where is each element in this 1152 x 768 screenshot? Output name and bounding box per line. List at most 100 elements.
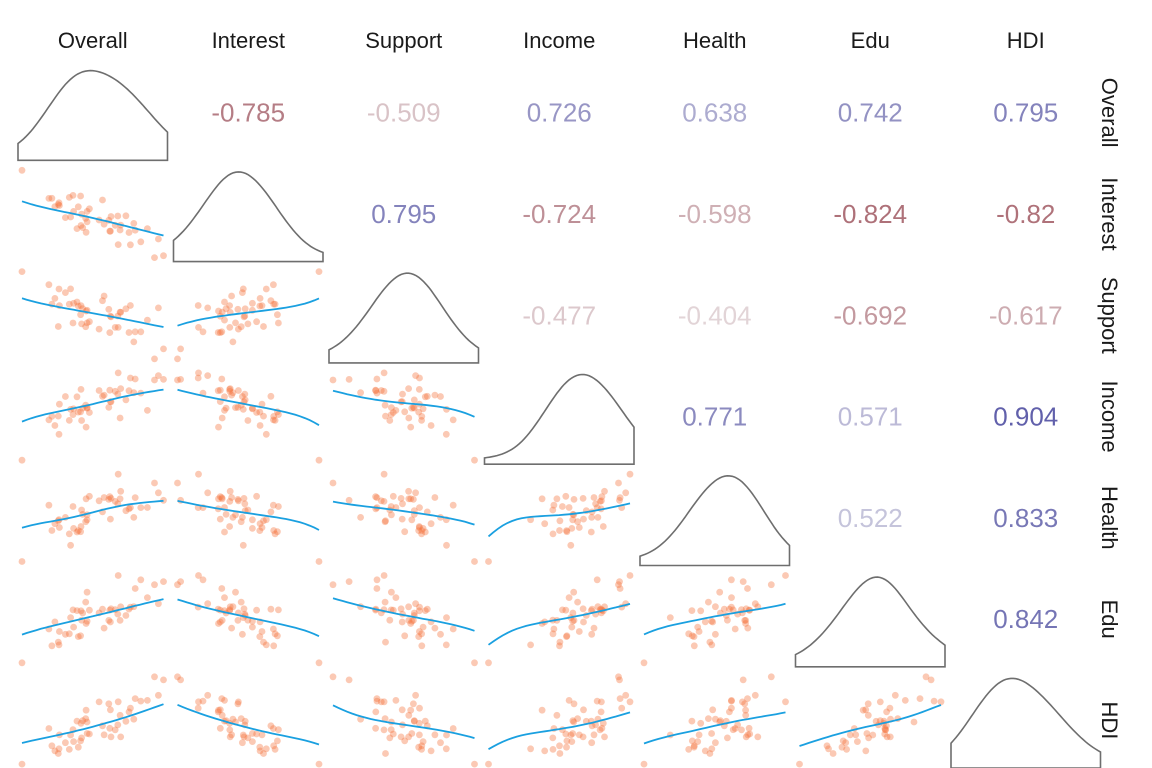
scatter-point [55, 285, 63, 293]
scatter-point [77, 408, 84, 416]
scatter-point [234, 305, 242, 313]
scatter-point [568, 623, 576, 631]
scatter-point [728, 697, 735, 704]
scatter-point [82, 228, 90, 236]
scatter-point [155, 600, 162, 608]
scatter-point [260, 750, 267, 757]
scatter-point [345, 496, 353, 504]
scatter-point [51, 295, 59, 302]
scatter-point [234, 404, 242, 411]
scatter-point [122, 717, 130, 725]
scatter-point [410, 617, 417, 624]
scatter-point [74, 408, 82, 416]
scatter-point [562, 492, 570, 500]
scatter-point [563, 632, 571, 640]
scatter-point [708, 641, 716, 649]
column-labels: Overall Interest Support Income Health Edu HDI [58, 28, 1045, 53]
scatter-point [18, 760, 26, 768]
scatter-point [222, 404, 230, 412]
scatter-point [315, 659, 323, 667]
scatter-point [83, 208, 91, 215]
scatter-point [421, 528, 429, 536]
scatter-point [256, 633, 264, 640]
scatter-point [56, 400, 63, 408]
scatter-point [114, 390, 122, 398]
scatter-point [742, 733, 750, 741]
scatter-point [117, 385, 125, 392]
scatter-point [399, 390, 406, 398]
scatter-point [538, 495, 546, 503]
scatter-point [567, 541, 575, 549]
scatter-point [744, 624, 752, 632]
scatter-point [380, 572, 388, 579]
scatter-point [86, 205, 93, 213]
scatter-point [74, 527, 82, 534]
scatter-point [116, 308, 124, 316]
scatter-point [746, 730, 754, 738]
scatter-point [386, 734, 394, 742]
scatter-point [443, 731, 450, 739]
scatter-point [270, 725, 277, 732]
scatter-point [155, 372, 162, 379]
scatter-point [694, 738, 702, 745]
scatter-point [229, 603, 237, 611]
scatter-point [592, 500, 599, 508]
scatter-point [575, 524, 583, 531]
scatter-point [253, 730, 260, 738]
scatter-point [99, 297, 106, 305]
scatter-point [95, 387, 103, 394]
scatter-point [270, 413, 278, 420]
scatter-interest-overall [18, 166, 167, 261]
scatter-point [232, 511, 239, 519]
scatter-point [408, 617, 416, 625]
scatter-point [216, 386, 224, 394]
scatter-point [688, 607, 696, 614]
scatter-point [267, 508, 275, 516]
scatter-point [419, 405, 427, 413]
correlation-health-edu: 0.522 [838, 503, 903, 533]
column-label-income: Income [523, 28, 595, 53]
scatter-point [82, 495, 90, 503]
scatter-point [51, 422, 59, 429]
scatter-point [116, 226, 124, 234]
scatter-point [872, 717, 880, 725]
scatter-point [405, 603, 412, 611]
scatter-point [174, 581, 181, 589]
scatter-point [405, 733, 412, 741]
scatter-point [241, 500, 249, 508]
scatter-point [437, 739, 444, 747]
scatter-point [388, 588, 395, 596]
scatter-point [117, 733, 125, 741]
scatter-point [724, 616, 731, 624]
scatter-point [825, 745, 832, 753]
scatter-point [55, 430, 63, 438]
scatter-point [423, 605, 431, 613]
scatter-point [65, 300, 73, 308]
scatter-point [116, 414, 124, 422]
scatter-income-interest [174, 369, 323, 464]
scatter-point [45, 281, 53, 289]
scatter-point [160, 496, 167, 504]
scatter-point [754, 733, 762, 741]
scatter-point [241, 390, 249, 398]
scatter-point [549, 746, 557, 753]
scatter-point [596, 726, 604, 734]
scatter-point [122, 212, 130, 220]
scatter-point [549, 630, 557, 638]
scatter-point [563, 743, 570, 751]
scatter-point [372, 708, 380, 716]
scatter-point [111, 498, 119, 505]
scatter-point [83, 319, 91, 327]
scatter-point [160, 376, 167, 383]
scatter-point [688, 737, 696, 745]
row-label-hdi: HDI [1097, 702, 1122, 740]
scatter-point [381, 401, 389, 409]
scatter-point [559, 606, 566, 614]
scatter-point [922, 673, 930, 681]
scatter-point [412, 489, 419, 497]
scatter-point [392, 594, 400, 601]
scatter-point [86, 409, 93, 416]
scatter-point [598, 698, 605, 706]
scatter-point [388, 404, 395, 411]
scatter-point [575, 628, 583, 635]
